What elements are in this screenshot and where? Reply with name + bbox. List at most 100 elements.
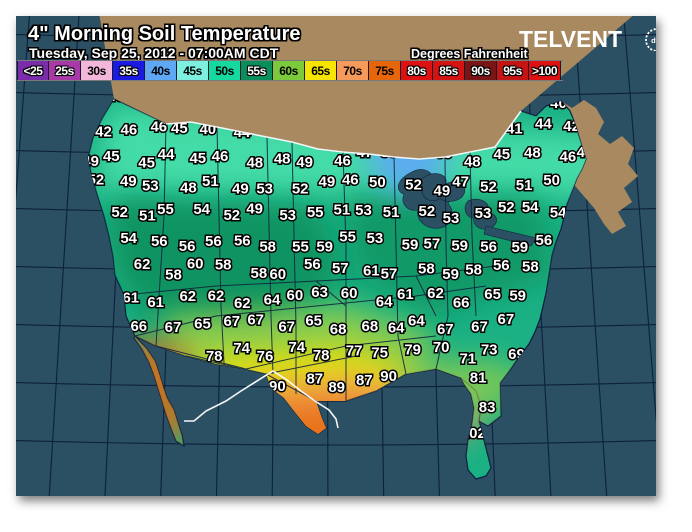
- svg-text:53: 53: [256, 181, 273, 198]
- svg-text:53: 53: [355, 202, 372, 219]
- svg-text:52: 52: [480, 179, 497, 196]
- svg-text:53: 53: [142, 177, 159, 194]
- svg-text:49: 49: [232, 180, 249, 197]
- svg-text:53: 53: [279, 207, 296, 224]
- svg-text:46: 46: [212, 148, 229, 165]
- svg-text:59: 59: [402, 236, 419, 253]
- svg-text:83: 83: [479, 399, 496, 416]
- svg-text:67: 67: [437, 321, 454, 338]
- svg-text:58: 58: [165, 267, 182, 284]
- svg-text:48: 48: [464, 154, 481, 171]
- svg-text:56: 56: [151, 233, 168, 250]
- svg-text:55: 55: [292, 238, 309, 255]
- svg-text:78: 78: [313, 347, 330, 364]
- svg-text:60: 60: [187, 256, 204, 273]
- svg-text:56: 56: [179, 238, 196, 255]
- svg-text:62: 62: [427, 285, 444, 302]
- svg-text:52: 52: [405, 176, 422, 193]
- svg-text:59: 59: [442, 266, 459, 283]
- svg-text:56: 56: [304, 256, 321, 273]
- svg-text:TELVENT: TELVENT: [519, 26, 622, 51]
- svg-text:67: 67: [223, 313, 240, 330]
- svg-text:65: 65: [194, 316, 211, 333]
- svg-text:57: 57: [424, 236, 441, 253]
- svg-text:45: 45: [138, 155, 155, 172]
- svg-text:79: 79: [404, 341, 421, 358]
- svg-text:64: 64: [264, 292, 281, 309]
- svg-text:73: 73: [481, 342, 498, 359]
- svg-text:70: 70: [433, 339, 450, 356]
- svg-text:62: 62: [208, 288, 225, 305]
- svg-text:51: 51: [516, 177, 533, 194]
- svg-text:67: 67: [498, 311, 515, 328]
- svg-text:50: 50: [543, 172, 560, 189]
- svg-text:56: 56: [493, 257, 510, 274]
- svg-text:52: 52: [111, 204, 128, 221]
- svg-text:58: 58: [465, 261, 482, 278]
- svg-text:57: 57: [381, 265, 398, 282]
- svg-text:65: 65: [484, 286, 501, 303]
- svg-text:50: 50: [369, 174, 386, 191]
- svg-text:51: 51: [383, 204, 400, 221]
- svg-text:48: 48: [180, 179, 197, 196]
- svg-text:81: 81: [470, 369, 487, 386]
- svg-text:44: 44: [535, 116, 552, 133]
- svg-text:45: 45: [103, 148, 120, 165]
- svg-text:49: 49: [246, 201, 263, 218]
- svg-text:48: 48: [524, 145, 541, 162]
- svg-text:65: 65: [305, 313, 322, 330]
- svg-text:62: 62: [134, 256, 151, 273]
- svg-text:71: 71: [459, 351, 476, 368]
- svg-text:49: 49: [296, 154, 313, 171]
- svg-text:89: 89: [328, 379, 345, 396]
- svg-text:46: 46: [560, 149, 577, 166]
- svg-text:46: 46: [334, 153, 351, 170]
- svg-text:47: 47: [452, 174, 469, 191]
- svg-text:64: 64: [376, 293, 393, 310]
- svg-text:56: 56: [480, 238, 497, 255]
- svg-text:58: 58: [215, 257, 232, 274]
- svg-text:61: 61: [363, 263, 380, 280]
- svg-text:59: 59: [511, 239, 528, 256]
- svg-text:52: 52: [419, 203, 436, 220]
- svg-text:48: 48: [274, 150, 291, 167]
- svg-text:53: 53: [367, 230, 384, 247]
- svg-text:58: 58: [522, 259, 539, 276]
- svg-text:67: 67: [278, 319, 295, 336]
- svg-text:74: 74: [233, 340, 250, 357]
- svg-text:45: 45: [189, 150, 206, 167]
- svg-text:dtn: dtn: [651, 36, 656, 45]
- svg-text:53: 53: [475, 205, 492, 222]
- svg-text:63: 63: [311, 284, 328, 301]
- svg-text:58: 58: [259, 238, 276, 255]
- svg-text:54: 54: [522, 199, 539, 216]
- svg-text:64: 64: [408, 313, 425, 330]
- svg-text:49: 49: [120, 173, 137, 190]
- svg-text:61: 61: [122, 290, 139, 307]
- svg-text:61: 61: [397, 286, 414, 303]
- svg-text:56: 56: [234, 232, 251, 249]
- svg-text:44: 44: [158, 146, 175, 163]
- svg-text:87: 87: [356, 372, 373, 389]
- svg-text:61: 61: [147, 294, 164, 311]
- svg-text:58: 58: [251, 265, 268, 282]
- svg-text:59: 59: [316, 238, 333, 255]
- svg-text:87: 87: [306, 371, 323, 388]
- svg-text:49: 49: [434, 183, 451, 200]
- svg-text:52: 52: [498, 199, 515, 216]
- svg-text:53: 53: [443, 210, 460, 227]
- svg-text:57: 57: [332, 260, 349, 277]
- svg-text:55: 55: [307, 204, 324, 221]
- svg-text:51: 51: [139, 208, 156, 225]
- svg-text:59: 59: [509, 287, 526, 304]
- svg-text:74: 74: [288, 339, 305, 356]
- svg-text:62: 62: [179, 288, 196, 305]
- svg-text:49: 49: [319, 174, 336, 191]
- svg-text:68: 68: [362, 318, 379, 335]
- svg-text:58: 58: [418, 260, 435, 277]
- svg-text:60: 60: [269, 266, 286, 283]
- svg-text:55: 55: [157, 201, 174, 218]
- svg-text:76: 76: [257, 348, 274, 365]
- svg-text:52: 52: [223, 207, 240, 224]
- svg-text:51: 51: [334, 202, 351, 219]
